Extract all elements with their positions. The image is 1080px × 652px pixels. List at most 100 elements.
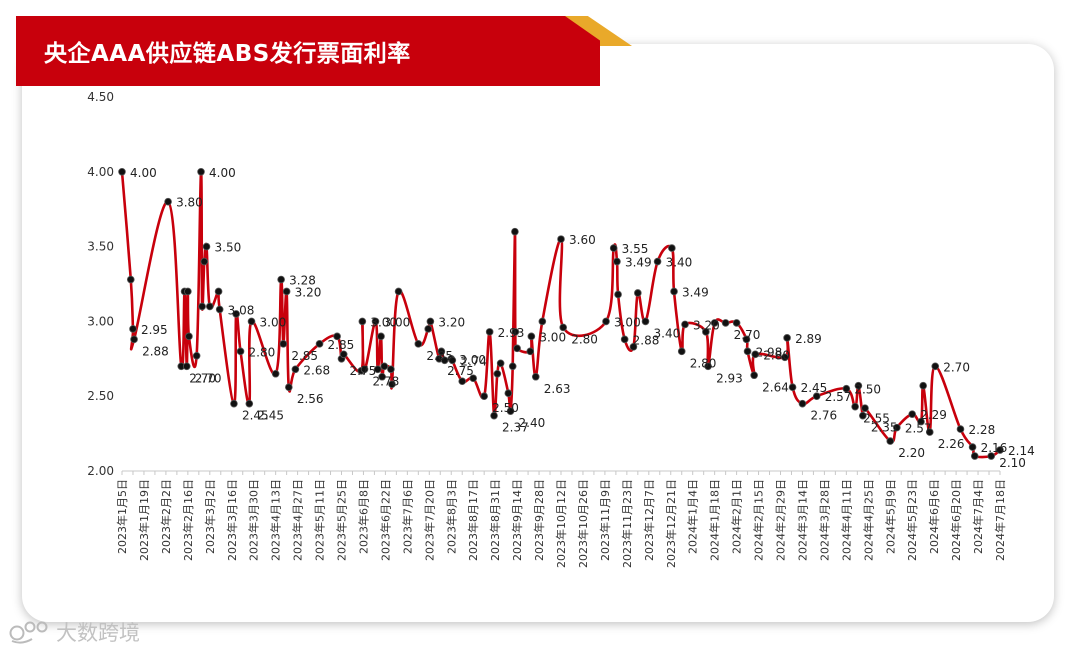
data-point [609,244,618,252]
data-point [426,317,435,326]
data-point [200,257,209,266]
data-point [378,372,386,381]
data-label: 4.00 [130,166,157,180]
data-point [710,319,719,327]
data-point [373,365,382,374]
data-point [192,352,201,360]
data-label: 2.88 [633,333,660,347]
data-labels: 4.002.952.883.802.702.704.003.503.082.45… [130,166,1035,470]
x-tick-label: 2023年4月27日 [291,479,305,561]
data-label: 2.85 [328,338,355,352]
data-point [118,168,126,176]
x-tick-label: 2023年7月6日 [400,479,414,554]
data-label: 2.80 [690,356,717,370]
data-label: 2.89 [795,332,822,346]
brand-logo-icon [9,621,48,644]
x-tick-label: 2024年5月9日 [883,479,897,554]
x-tick-label: 2023年1月19日 [137,479,151,561]
data-point [291,365,300,374]
data-point [812,392,821,401]
data-point [859,411,867,420]
x-tick-label: 2023年10月12日 [554,479,568,568]
data-point [202,242,211,251]
data-label: 3.40 [666,256,693,270]
data-label: 3.20 [693,318,720,332]
data-point [886,437,895,445]
data-label: 3.49 [682,285,709,299]
x-tick-label: 2023年10月26日 [576,479,590,568]
x-tick-label: 2024年3月14日 [795,479,809,561]
data-label: 2.74 [460,354,487,368]
data-point [704,362,712,371]
data-point [279,340,288,348]
data-point [641,317,650,326]
data-label: 2.45 [242,409,269,423]
x-tick-label: 2024年1月18日 [708,479,722,561]
x-tick-label: 2023年12月7日 [642,479,656,561]
data-point [285,383,293,392]
x-tick-label: 2024年4月11日 [839,479,853,561]
data-point [315,340,324,348]
x-tick-label: 2024年7月4日 [971,479,985,554]
data-label: 3.08 [228,303,255,317]
x-tick-label: 2024年1月4日 [686,479,700,554]
data-point [214,287,223,296]
data-label: 3.80 [176,196,203,210]
data-point [629,343,638,351]
x-tick-label: 2024年2月15日 [752,479,766,561]
data-point [851,402,859,411]
title-banner [16,16,600,86]
data-label: 2.37 [502,421,529,435]
data-point [750,371,758,380]
data-label: 2.56 [297,392,324,406]
data-point [184,287,192,296]
data-label: 2.63 [544,382,571,396]
x-tick-label: 2023年5月25日 [335,479,349,561]
x-axis: 2023年1月5日 2023年1月19日 2023年2月2日 2023年2月16日 20… [115,470,1007,568]
data-point [185,332,193,341]
data-point [508,362,517,371]
data-label: 2.80 [571,332,598,346]
data-label: 2.50 [492,401,519,415]
data-label: 2.14 [1008,444,1035,458]
y-axis: 2.00 2.50 3.00 3.50 4.00 4.50 [87,90,114,478]
x-tick-label: 2023年3月30日 [247,479,261,561]
x-tick-label: 2023年5月11日 [313,479,327,561]
data-point [670,287,678,296]
data-label: 2.55 [863,412,890,426]
data-label: 2.57 [905,422,932,436]
data-point [557,235,565,243]
data-label: 2.26 [938,437,965,451]
data-point [893,423,901,432]
data-point [513,344,521,353]
data-label: 3.49 [625,256,652,270]
data-point [485,328,494,336]
x-tick-label: 2023年1月5日 [115,479,129,554]
data-point [388,380,396,389]
data-point [743,347,752,356]
data-point [232,310,240,318]
data-label: 2.70 [943,360,970,374]
data-label: 2.57 [825,390,852,404]
x-tick-label: 2023年9月28日 [532,479,546,561]
data-point [480,392,488,401]
x-tick-label: 2024年6月6日 [927,479,941,554]
x-tick-label: 2024年7月18日 [993,479,1007,561]
x-tick-label: 2024年6月20日 [949,479,963,561]
data-point [511,328,520,336]
data-label: 4.00 [209,166,236,180]
x-tick-label: 2023年12月21日 [664,479,678,568]
data-point [215,305,224,314]
data-point [968,443,977,451]
data-point [613,257,621,266]
data-point [414,340,423,348]
data-point [424,325,433,333]
data-point [751,350,760,359]
x-tick-label: 2023年11月9日 [598,479,612,561]
data-point [490,411,498,420]
data-label: 3.00 [370,315,397,329]
data-label: 2.45 [801,381,828,395]
data-point [620,335,629,344]
data-label: 2.95 [141,323,168,337]
